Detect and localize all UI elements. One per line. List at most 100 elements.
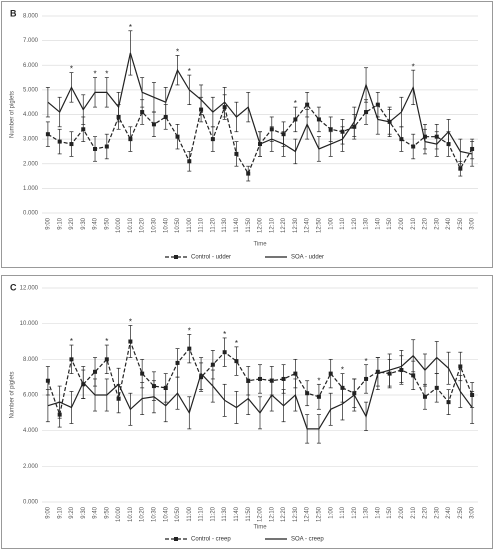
point-marker — [93, 146, 98, 151]
x-tick-label: 1:20 — [352, 506, 358, 518]
y-tick-label: 6.000 — [23, 63, 39, 69]
legend-marker — [174, 537, 178, 541]
panel-frame — [1, 275, 493, 549]
x-tick-label: 12:00 — [258, 217, 264, 233]
panel-frame — [1, 1, 493, 268]
legend-label: SOA - udder — [291, 255, 324, 261]
x-tick-label: 12:50 — [316, 217, 322, 233]
x-tick-label: 1:50 — [387, 217, 393, 229]
point-marker — [163, 385, 168, 390]
y-axis-label: Number of piglets — [10, 91, 16, 138]
y-tick-label: 2.000 — [23, 161, 39, 167]
x-axis-label: Time — [253, 525, 267, 531]
significance-marker: * — [412, 62, 415, 71]
x-tick-label: 9:30 — [81, 506, 87, 518]
x-tick-label: 12:40 — [305, 217, 311, 233]
legend-label: SOA - creep — [291, 537, 324, 543]
significance-marker: * — [93, 70, 96, 79]
y-tick-label: 10.000 — [20, 321, 39, 327]
x-tick-label: 9:30 — [81, 217, 87, 229]
x-tick-label: 2:50 — [458, 217, 464, 229]
x-tick-label: 9:10 — [57, 506, 63, 518]
x-tick-label: 10:00 — [116, 506, 122, 522]
point-marker — [57, 139, 62, 144]
point-marker — [187, 346, 192, 351]
point-marker — [140, 110, 145, 115]
y-tick-label: 3.000 — [23, 137, 39, 143]
point-marker — [45, 132, 50, 137]
significance-marker: * — [317, 376, 320, 385]
y-tick-label: 5.000 — [23, 87, 39, 93]
x-tick-label: 9:50 — [104, 217, 110, 229]
x-tick-label: 1:30 — [364, 506, 370, 518]
significance-marker: * — [129, 23, 132, 32]
point-marker — [364, 376, 369, 381]
point-marker — [45, 378, 50, 383]
point-marker — [210, 137, 215, 142]
x-tick-label: 11:10 — [199, 506, 205, 521]
x-tick-label: 1:50 — [387, 506, 393, 518]
x-tick-label: 10:40 — [163, 506, 169, 522]
x-tick-label: 10:10 — [128, 506, 134, 522]
point-marker — [81, 127, 86, 132]
point-marker — [140, 371, 145, 376]
point-marker — [328, 371, 333, 376]
y-tick-label: 6.000 — [23, 393, 39, 399]
point-marker — [399, 137, 404, 142]
x-tick-label: 12:30 — [293, 217, 299, 233]
significance-marker: * — [105, 337, 108, 346]
point-marker — [293, 371, 298, 376]
point-marker — [434, 385, 439, 390]
x-tick-label: 11:20 — [210, 217, 216, 232]
x-tick-label: 9:20 — [69, 506, 75, 518]
x-tick-label: 9:20 — [69, 217, 75, 229]
x-tick-label: 11:40 — [234, 217, 240, 232]
x-tick-label: 12:20 — [281, 217, 287, 233]
point-marker — [458, 364, 463, 369]
x-tick-label: 2:10 — [411, 506, 417, 518]
point-marker — [69, 357, 74, 362]
point-marker — [364, 110, 369, 115]
x-tick-label: 12:10 — [269, 506, 275, 522]
x-tick-label: 12:50 — [316, 506, 322, 522]
point-marker — [422, 394, 427, 399]
significance-marker: * — [176, 48, 179, 57]
x-tick-label: 2:30 — [434, 506, 440, 518]
x-tick-label: 11:50 — [246, 506, 252, 521]
significance-marker: * — [223, 330, 226, 339]
x-tick-label: 2:10 — [411, 217, 417, 229]
y-tick-label: 4.000 — [23, 428, 39, 434]
significance-marker: * — [70, 337, 73, 346]
significance-marker: * — [341, 366, 344, 375]
x-tick-label: 10:00 — [116, 217, 122, 233]
point-marker — [281, 376, 286, 381]
y-tick-label: 7.000 — [23, 38, 39, 44]
y-tick-label: 12.000 — [20, 286, 39, 292]
x-tick-label: 10:30 — [152, 506, 158, 522]
significance-marker: * — [364, 357, 367, 366]
point-marker — [175, 360, 180, 365]
x-tick-label: 9:00 — [45, 217, 51, 229]
x-tick-label: 9:40 — [93, 506, 99, 518]
x-tick-label: 10:20 — [140, 217, 146, 233]
significance-marker: * — [188, 326, 191, 335]
x-tick-label: 11:30 — [222, 506, 228, 521]
point-marker — [234, 359, 239, 364]
point-marker — [411, 144, 416, 149]
x-tick-label: 10:20 — [140, 506, 146, 522]
y-axis-label: Number of piglets — [10, 371, 16, 418]
y-tick-label: 8.000 — [23, 357, 39, 363]
x-tick-label: 10:40 — [163, 217, 169, 233]
x-tick-label: 2:00 — [399, 506, 405, 518]
x-tick-label: 2:40 — [446, 506, 452, 518]
y-tick-label: 0.000 — [23, 211, 39, 217]
point-marker — [93, 369, 98, 374]
point-marker — [316, 394, 321, 399]
point-marker — [446, 400, 451, 405]
x-tick-label: 9:40 — [93, 217, 99, 229]
x-tick-label: 2:00 — [399, 217, 405, 229]
point-marker — [128, 137, 133, 142]
x-tick-label: 1:20 — [352, 217, 358, 229]
point-marker — [187, 159, 192, 164]
